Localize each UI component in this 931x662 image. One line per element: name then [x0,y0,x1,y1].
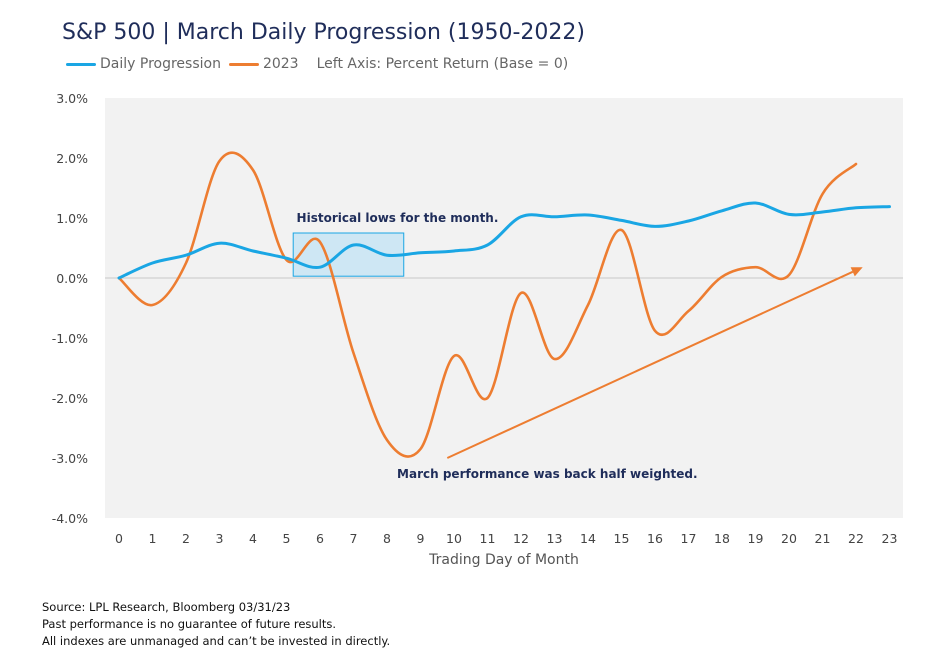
footnotes: Source: LPL Research, Bloomberg 03/31/23… [42,599,390,650]
x-tick-label: 0 [115,531,123,546]
y-tick-label: 2.0% [56,151,88,166]
series-line-2023 [117,151,858,458]
arrow-shaft [446,270,854,459]
y-tick-label: 0.0% [56,271,88,286]
x-tick-label: 22 [848,531,864,546]
x-tick-label: 5 [283,531,291,546]
legend: Daily Progression 2023 Left Axis: Percen… [66,56,568,72]
x-tick-label: 17 [681,531,697,546]
legend-label-daily: Daily Progression [100,56,221,72]
footnote-source: Source: LPL Research, Bloomberg 03/31/23 [42,600,291,614]
y-tick-label: -1.0% [52,331,88,346]
legend-swatch-daily [66,62,96,66]
x-tick-label: 8 [383,531,391,546]
chart-title: S&P 500 | March Daily Progression (1950-… [62,20,585,45]
x-tick-label: 20 [781,531,797,546]
y-tick-label: -2.0% [52,391,88,406]
x-tick-label: 4 [249,531,257,546]
series-group [117,151,891,458]
series-line-daily-progression [117,201,891,280]
x-tick-label: 2 [182,531,190,546]
x-tick-label: 6 [316,531,324,546]
x-tick-label: 21 [815,531,831,546]
x-tick-label: 18 [714,531,730,546]
x-tick-label: 11 [480,531,496,546]
x-tick-label: 3 [216,531,224,546]
x-axis-ticks: 0 1 2 3 4 5 6 7 8 9 10 11 12 13 14 15 16 17 18 19 20 21 22 23 [115,531,897,546]
footnote-performance: Past performance is no guarantee of futu… [42,617,337,631]
y-tick-label: -4.0% [52,511,88,526]
legend-item-2023: 2023 [228,56,299,72]
x-tick-label: 13 [547,531,563,546]
x-tick-label: 10 [446,531,462,546]
legend-item-daily: Daily Progression [66,56,221,72]
x-tick-label: 1 [149,531,157,546]
x-tick-label: 14 [580,531,596,546]
x-tick-label: 9 [417,531,425,546]
plot-area [105,98,903,518]
y-axis-ticks: 3.0% 2.0% 1.0% 0.0% -1.0% -2.0% -3.0% -4.0% [52,91,88,526]
x-axis-label: Trading Day of Month [428,552,579,568]
x-tick-label: 12 [513,531,529,546]
axis-note: Left Axis: Percent Return (Base = 0) [316,56,569,72]
x-tick-label: 23 [882,531,898,546]
footnote-indexes: All indexes are unmanaged and can’t be i… [42,634,391,648]
annotations: Historical lows for the month. March perf… [297,211,698,481]
annotation-historical-lows: Historical lows for the month. [297,211,499,225]
x-tick-label: 19 [748,531,764,546]
y-tick-label: 3.0% [56,91,88,106]
arrow-head [850,267,863,277]
legend-label-2023: 2023 [262,56,299,72]
x-tick-label: 7 [350,531,358,546]
annotation-back-half-weighted: March performance was back half weighted… [397,467,698,481]
x-tick-label: 16 [647,531,663,546]
trend-arrow [446,267,863,459]
y-tick-label: -3.0% [52,451,88,466]
y-tick-label: 1.0% [56,211,88,226]
legend-swatch-2023 [228,62,259,66]
x-tick-label: 15 [614,531,630,546]
